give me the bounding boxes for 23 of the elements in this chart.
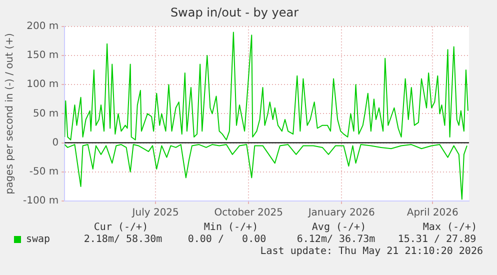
text: Min (-/+) <box>204 222 258 234</box>
y-axis-title: pages per second in (-) / out (+) <box>4 33 16 194</box>
legend-label: swap <box>26 234 50 246</box>
y-tick-label: 150 m <box>26 50 59 62</box>
x-tick-label: October 2025 <box>214 208 283 219</box>
text: Cur (-/+) <box>94 222 148 234</box>
text: Last update: Thu May 21 21:10:20 2026 <box>260 246 483 258</box>
y-tick-label: 50 m <box>32 108 59 120</box>
y-tick-label: 200 m <box>26 20 59 32</box>
x-tick-label: July 2025 <box>131 208 179 219</box>
text: 2.18m/ 58.30m <box>84 234 162 246</box>
text: 6.12m/ 36.73m <box>296 234 376 246</box>
text: Avg (-/+) <box>312 222 366 234</box>
text: 0.00 / 0.00 <box>188 234 266 246</box>
text: Max (-/+) <box>422 222 478 234</box>
y-tick-label: 100 m <box>26 79 59 90</box>
y-tick-label: -100 m <box>22 196 59 207</box>
x-tick-label: April 2026 <box>406 208 458 219</box>
text: 15.31 / 27.89 <box>398 234 476 246</box>
chart-title: Swap in/out - by year <box>170 5 299 20</box>
x-tick-label: January 2026 <box>307 208 375 219</box>
y-tick-label: 0 <box>52 137 59 148</box>
y-tick-label: -50 m <box>29 166 59 178</box>
